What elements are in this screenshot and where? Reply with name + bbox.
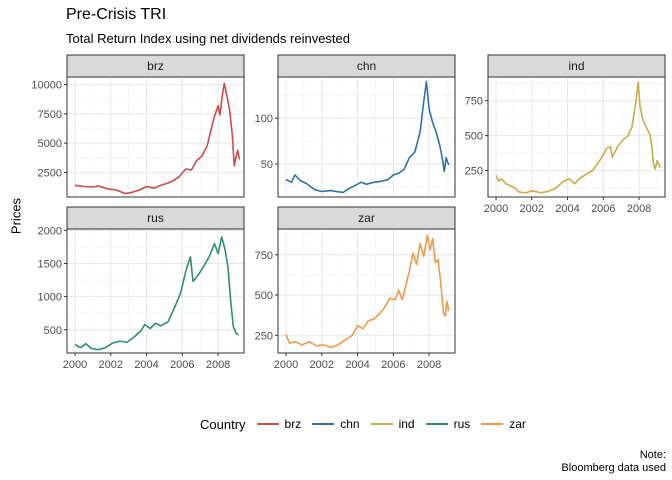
x-tick-label: 2000 (63, 359, 87, 371)
caption-line: Note: (639, 449, 666, 461)
panel-background (488, 77, 665, 197)
panel-border (66, 76, 245, 198)
panel-border (487, 76, 666, 198)
y-tick-label: 50 (261, 159, 273, 171)
x-tick-label: 2002 (520, 203, 544, 215)
legend-label: chn (340, 417, 360, 431)
legend-label: zar (509, 417, 526, 431)
legend-key (425, 423, 448, 425)
series-line-ind (495, 81, 662, 194)
legend-label: ind (398, 417, 415, 431)
panel-border (277, 228, 456, 354)
y-tick-label: 750 (465, 96, 483, 108)
y-tick-label: 1000 (38, 292, 62, 304)
chart-subtitle: Total Return Index using net dividends r… (66, 31, 351, 46)
x-tick-label: 2002 (99, 359, 123, 371)
y-tick-label: 250 (465, 165, 483, 177)
legend-item-chn: chn (312, 417, 360, 431)
legend-key (256, 423, 279, 425)
panel-background (278, 229, 455, 353)
legend-item-brz: brz (256, 417, 302, 431)
facet-panel-ind: ind 250 500 750 2000 2002 2004 2006 2008 (465, 54, 666, 215)
x-tick-label: 2006 (170, 359, 194, 371)
panel-background (278, 77, 455, 197)
facet-panel-chn: chn 50 100 (255, 54, 456, 198)
chart-title: Pre-Crisis TRI (66, 6, 167, 23)
panel-background (67, 229, 244, 353)
legend-item-ind: ind (370, 417, 415, 431)
x-tick-label: 2006 (381, 359, 405, 371)
y-tick-label: 500 (255, 290, 273, 302)
legend-item-zar: zar (481, 417, 526, 431)
x-tick-label: 2000 (484, 203, 508, 215)
legend-key (481, 423, 504, 425)
y-tick-label: 500 (44, 325, 62, 337)
y-tick-label: 250 (255, 330, 273, 342)
legend-label: rus (453, 417, 471, 431)
x-tick-label: 2008 (627, 203, 651, 215)
x-tick-label: 2004 (345, 359, 369, 371)
facet-strip-label: chn (357, 59, 376, 73)
y-tick-label: 10000 (31, 80, 62, 92)
facet-panel-zar: zar 250 500 750 2000 2002 2004 2006 2008 (255, 206, 456, 371)
x-tick-label: 2004 (555, 203, 579, 215)
series-line-chn (285, 80, 450, 194)
series-line-brz (74, 82, 241, 195)
series-line-zar (285, 234, 450, 349)
facet-panel-rus: rus 500 1000 1500 2000 2000 2002 2004 2006 2008 (38, 206, 245, 371)
x-tick-label: 2008 (417, 359, 441, 371)
caption: Note: Bloomberg data used (561, 449, 666, 475)
caption-line: Bloomberg data used (561, 462, 666, 474)
y-tick-label: 500 (465, 131, 483, 143)
x-tick-label: 2000 (274, 359, 298, 371)
legend-title: Country (200, 416, 246, 432)
panel-border (277, 76, 456, 198)
y-tick-label: 7500 (38, 109, 62, 121)
x-tick-label: 2008 (206, 359, 230, 371)
y-tick-label: 1500 (38, 258, 62, 270)
legend-key (370, 423, 393, 425)
legend-item-rus: rus (425, 417, 471, 431)
facet-strip-label: zar (358, 211, 375, 225)
legend: Country brz chn ind rus zar (200, 413, 526, 435)
x-tick-label: 2004 (134, 359, 158, 371)
y-tick-label: 5000 (38, 138, 62, 150)
panel-background (67, 77, 244, 197)
series-line-rus (74, 236, 240, 351)
legend-label: brz (284, 417, 302, 431)
facet-strip-label: brz (147, 59, 164, 73)
facet-strip-label: ind (568, 59, 584, 73)
panel-border (66, 228, 245, 354)
y-tick-label: 750 (255, 250, 273, 262)
facet-strip-label: rus (147, 211, 164, 225)
x-tick-label: 2002 (310, 359, 334, 371)
y-tick-label: 100 (255, 113, 273, 125)
facet-panel-brz: brz 2500 5000 7500 10000 (31, 54, 245, 198)
legend-key (312, 423, 335, 425)
x-tick-label: 2006 (591, 203, 615, 215)
y-tick-label: 2000 (38, 225, 62, 237)
y-tick-label: 2500 (38, 167, 62, 179)
